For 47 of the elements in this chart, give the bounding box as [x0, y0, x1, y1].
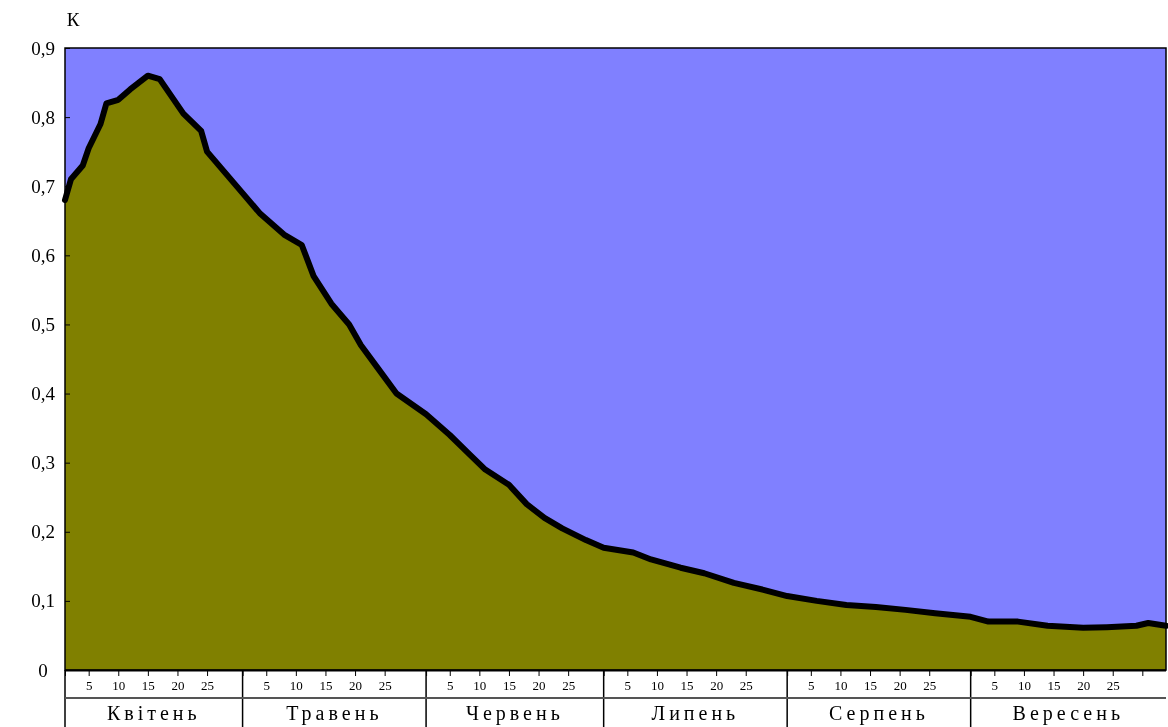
x-tick-label: 15	[319, 678, 333, 694]
x-tick-label: 20	[349, 678, 363, 694]
x-tick-label: 25	[739, 678, 753, 694]
y-tick-label: 0,1	[31, 590, 55, 612]
x-tick-label: 20	[1077, 678, 1091, 694]
y-tick-label: 0,8	[31, 106, 55, 128]
y-axis-title: К	[66, 9, 80, 30]
y-tick-label: 0,3	[31, 452, 55, 474]
text: Серпень	[828, 702, 929, 725]
x-tick-label: 10	[289, 678, 303, 694]
x-tick-label: 20	[710, 678, 724, 694]
y-tick-label: 0,7	[31, 175, 55, 197]
x-tick-label: 5	[624, 678, 632, 694]
x-tick-label: 15	[141, 678, 155, 694]
x-tick-label: 25	[1106, 678, 1120, 694]
y-tick-label: 0	[38, 659, 48, 681]
y-tick-label: 0,5	[31, 314, 55, 336]
y-tick-label: 0,4	[31, 383, 56, 405]
y-tick-label: 0,6	[31, 244, 55, 266]
x-tick-label: 25	[201, 678, 215, 694]
x-tick-label: 20	[171, 678, 185, 694]
y-tick-label: 0,2	[31, 521, 55, 543]
x-tick-label: 10	[834, 678, 848, 694]
x-tick-label: 10	[473, 678, 487, 694]
text: Квітень	[106, 702, 201, 724]
x-tick-label: 20	[532, 678, 546, 694]
x-tick-label: 25	[562, 678, 576, 694]
x-tick-label: 25	[923, 678, 937, 694]
x-tick-label: 5	[85, 678, 93, 694]
text: Вересень	[1012, 702, 1125, 725]
x-tick-label: 10	[112, 678, 126, 694]
x-tick-label: 15	[680, 678, 694, 694]
text: Травень	[286, 702, 383, 725]
y-tick-label: 0,9	[31, 37, 55, 59]
x-tick-label: 10	[1017, 678, 1031, 694]
x-tick-label: 5	[808, 678, 815, 694]
x-tick-label: 15	[502, 678, 516, 694]
x-tick-label: 25	[378, 678, 392, 694]
x-tick-label: 5	[447, 678, 454, 694]
x-tick-label: 5	[991, 678, 999, 694]
x-tick-label: 20	[893, 678, 907, 694]
x-tick-label: 15	[1047, 678, 1061, 694]
x-tick-label: 15	[864, 678, 878, 694]
x-tick-label: 10	[650, 678, 664, 694]
x-tick-label: 5	[263, 678, 271, 694]
text: Червень	[465, 702, 564, 725]
text: Липень	[651, 702, 740, 724]
